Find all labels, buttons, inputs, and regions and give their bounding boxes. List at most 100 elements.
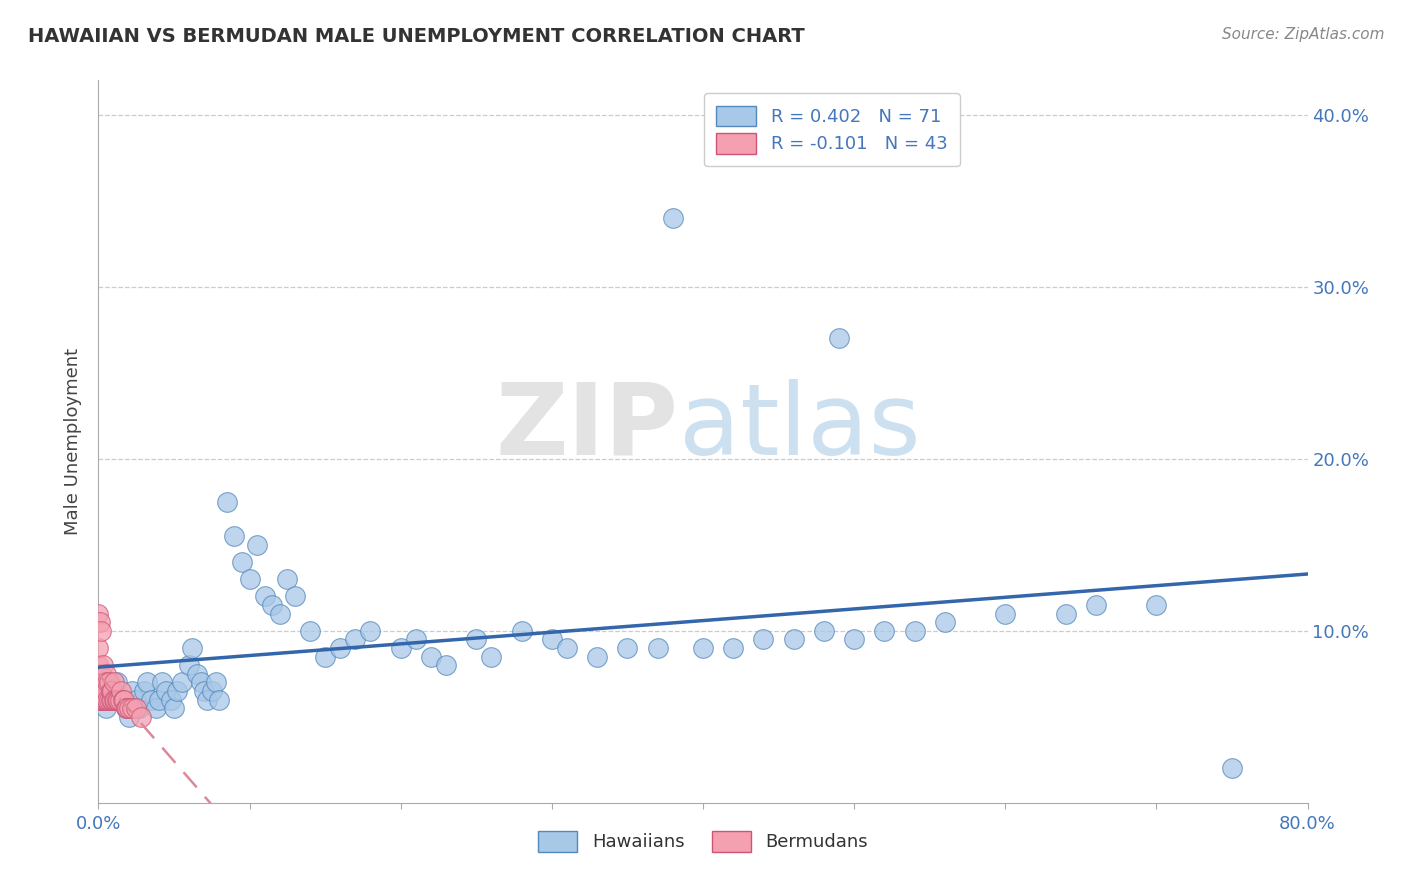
Point bbox=[723, 640, 745, 655]
Y-axis label: Male Unemployment: Male Unemployment bbox=[65, 348, 83, 535]
Point bbox=[1220, 761, 1243, 775]
Point bbox=[155, 684, 177, 698]
Point bbox=[96, 692, 118, 706]
Point bbox=[844, 632, 866, 647]
Point bbox=[163, 701, 186, 715]
Point bbox=[276, 572, 298, 586]
Point bbox=[87, 675, 110, 690]
Point bbox=[114, 701, 136, 715]
Point bbox=[586, 649, 609, 664]
Point bbox=[201, 684, 224, 698]
Point bbox=[269, 607, 291, 621]
Point bbox=[91, 684, 114, 698]
Point bbox=[994, 607, 1017, 621]
Point bbox=[231, 555, 253, 569]
Point bbox=[195, 692, 218, 706]
Point bbox=[90, 624, 112, 638]
Point bbox=[481, 649, 503, 664]
Point bbox=[783, 632, 806, 647]
Point bbox=[129, 710, 152, 724]
Point bbox=[135, 675, 157, 690]
Point bbox=[110, 684, 132, 698]
Point bbox=[89, 684, 111, 698]
Point bbox=[98, 692, 121, 706]
Point bbox=[105, 675, 128, 690]
Point bbox=[360, 624, 382, 638]
Point bbox=[540, 632, 562, 647]
Point bbox=[246, 538, 269, 552]
Point bbox=[100, 692, 122, 706]
Point bbox=[89, 615, 111, 630]
Point bbox=[87, 607, 110, 621]
Point bbox=[616, 640, 638, 655]
Point bbox=[752, 632, 775, 647]
Point bbox=[344, 632, 367, 647]
Point bbox=[692, 640, 714, 655]
Point bbox=[96, 675, 118, 690]
Point bbox=[93, 675, 115, 690]
Point bbox=[94, 684, 117, 698]
Point bbox=[1054, 607, 1077, 621]
Point bbox=[101, 684, 124, 698]
Text: ZIP: ZIP bbox=[496, 378, 679, 475]
Point bbox=[555, 640, 578, 655]
Point bbox=[405, 632, 427, 647]
Point bbox=[813, 624, 835, 638]
Point bbox=[465, 632, 488, 647]
Point bbox=[299, 624, 322, 638]
Point bbox=[111, 692, 134, 706]
Point bbox=[873, 624, 896, 638]
Text: Source: ZipAtlas.com: Source: ZipAtlas.com bbox=[1222, 27, 1385, 42]
Point bbox=[166, 684, 188, 698]
Point bbox=[193, 684, 215, 698]
Point bbox=[103, 684, 125, 698]
Point bbox=[104, 692, 127, 706]
Point bbox=[239, 572, 262, 586]
Point bbox=[253, 590, 276, 604]
Point bbox=[1144, 598, 1167, 612]
Point bbox=[160, 692, 183, 706]
Point bbox=[90, 666, 112, 681]
Point bbox=[179, 658, 201, 673]
Point bbox=[186, 666, 208, 681]
Point bbox=[103, 692, 125, 706]
Point bbox=[125, 701, 148, 715]
Point bbox=[145, 701, 167, 715]
Point bbox=[128, 701, 150, 715]
Point bbox=[262, 598, 284, 612]
Point bbox=[125, 692, 148, 706]
Point bbox=[170, 675, 193, 690]
Point bbox=[190, 675, 212, 690]
Point bbox=[284, 590, 307, 604]
Point bbox=[661, 211, 683, 225]
Point bbox=[91, 692, 114, 706]
Point bbox=[93, 692, 115, 706]
Point bbox=[118, 701, 141, 715]
Point bbox=[100, 692, 122, 706]
Point bbox=[101, 692, 124, 706]
Point bbox=[114, 701, 136, 715]
Point bbox=[647, 640, 669, 655]
Point bbox=[89, 692, 111, 706]
Point bbox=[934, 615, 956, 630]
Point bbox=[89, 666, 111, 681]
Point bbox=[150, 675, 173, 690]
Point bbox=[108, 692, 131, 706]
Point bbox=[112, 692, 135, 706]
Point bbox=[107, 692, 129, 706]
Point bbox=[87, 666, 110, 681]
Point bbox=[115, 701, 138, 715]
Point bbox=[389, 640, 412, 655]
Legend: R = 0.402   N = 71, R = -0.101   N = 43: R = 0.402 N = 71, R = -0.101 N = 43 bbox=[704, 93, 960, 166]
Point bbox=[94, 666, 117, 681]
Point bbox=[224, 529, 246, 543]
Point bbox=[208, 692, 231, 706]
Point bbox=[314, 649, 336, 664]
Point bbox=[121, 701, 143, 715]
Text: atlas: atlas bbox=[679, 378, 921, 475]
Point bbox=[141, 692, 163, 706]
Point bbox=[87, 640, 110, 655]
Point bbox=[94, 701, 117, 715]
Point bbox=[87, 684, 110, 698]
Point bbox=[98, 675, 121, 690]
